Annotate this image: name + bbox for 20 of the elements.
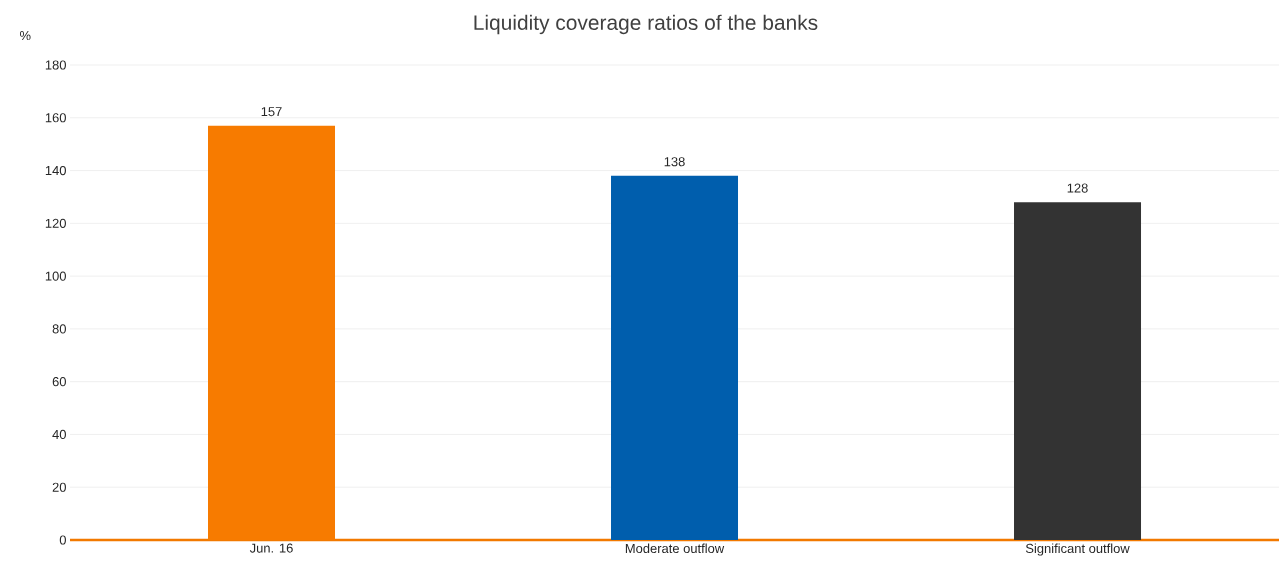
x-tick-label: Jun. 16 bbox=[249, 543, 293, 553]
bar bbox=[1014, 202, 1142, 540]
x-tick-label: Significant outflow bbox=[1025, 543, 1130, 556]
y-tick-label: 140 bbox=[45, 165, 66, 176]
bar bbox=[611, 175, 739, 540]
chart-title: Liquidity coverage ratios of the banks bbox=[474, 14, 818, 35]
y-tick-label: 180 bbox=[45, 60, 66, 70]
x-tick-label: Moderate outflow bbox=[625, 543, 725, 554]
y-tick-label: 60 bbox=[52, 377, 66, 387]
y-tick-label: 80 bbox=[52, 324, 66, 334]
data-label: 138 bbox=[664, 157, 685, 167]
y-tick-label: 100 bbox=[45, 271, 66, 281]
y-axis-title: % bbox=[19, 31, 31, 41]
y-tick-label: 160 bbox=[45, 113, 66, 123]
y-tick-label: 20 bbox=[52, 482, 66, 492]
data-label: 128 bbox=[1067, 183, 1088, 193]
y-tick-label: 0 bbox=[59, 535, 66, 545]
y-tick-label: 40 bbox=[52, 429, 66, 440]
y-tick-label: 120 bbox=[45, 218, 66, 228]
data-label: 157 bbox=[261, 107, 282, 117]
